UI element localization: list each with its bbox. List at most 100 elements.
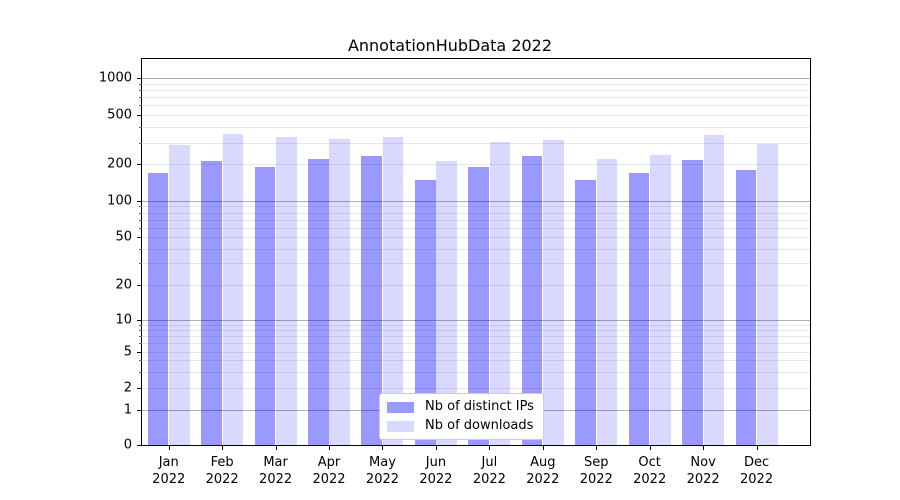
x-axis-tick — [596, 445, 598, 450]
y-axis-minor-tick — [139, 219, 142, 221]
y-axis-tick — [137, 320, 142, 321]
x-axis-tick — [222, 445, 224, 450]
minor-gridline — [142, 206, 810, 208]
bar-distinct-ips — [254, 167, 276, 445]
x-axis-tick — [382, 445, 384, 450]
y-axis-tick — [137, 445, 142, 446]
month-label: Oct — [638, 455, 661, 470]
month-label: Jul — [481, 455, 498, 470]
y-axis-minor-tick — [139, 263, 142, 265]
y-axis-tick — [137, 351, 142, 353]
month-label: Dec — [743, 455, 770, 470]
minor-gridline — [142, 105, 810, 107]
x-axis-tick — [329, 445, 331, 450]
minor-gridline — [142, 336, 810, 338]
minor-gridline — [142, 219, 810, 221]
month-label: May — [369, 455, 396, 470]
minor-gridline — [142, 236, 810, 238]
bar-downloads — [543, 140, 564, 445]
y-axis-minor-tick — [139, 90, 142, 92]
x-axis-tick-label: Apr 2022 — [312, 454, 345, 488]
bar-distinct-ips — [308, 158, 329, 445]
minor-gridline — [142, 90, 810, 92]
y-axis-tick-label: 10 — [115, 312, 132, 328]
y-axis-tick — [137, 201, 142, 202]
bar-distinct-ips — [521, 156, 543, 445]
minor-gridline — [142, 115, 810, 116]
x-axis-tick-label: Nov 2022 — [687, 454, 720, 488]
y-axis-tick-label: 2 — [123, 380, 132, 396]
y-axis-minor-tick — [139, 336, 142, 338]
y-axis-tick-label: 1000 — [98, 70, 132, 86]
year-label: 2022 — [526, 472, 560, 487]
year-label: 2022 — [312, 472, 346, 487]
minor-gridline — [142, 351, 810, 353]
year-label: 2022 — [633, 472, 667, 487]
y-axis-tick-label: 5 — [123, 344, 132, 359]
y-axis-minor-tick — [139, 127, 142, 129]
bar-downloads — [169, 145, 190, 445]
y-axis-tick-label: 50 — [115, 229, 132, 245]
month-label: Sep — [583, 455, 609, 470]
bar-downloads — [596, 158, 618, 445]
y-axis-tick — [137, 78, 142, 80]
x-axis-tick-label: May 2022 — [366, 454, 399, 488]
x-axis-tick — [703, 445, 705, 450]
bar-downloads — [756, 143, 778, 445]
legend-label: Nb of distinct IPs — [425, 399, 534, 414]
minor-gridline — [142, 227, 810, 229]
month-label: Nov — [690, 455, 716, 470]
y-axis-minor-tick — [139, 105, 142, 107]
y-axis-tick-label: 0 — [123, 437, 132, 453]
x-axis-tick-label: Feb 2022 — [206, 454, 239, 488]
distinct-ips-swatch — [387, 401, 414, 413]
month-label: Jun — [425, 455, 447, 470]
x-axis-tick — [542, 445, 544, 450]
legend-row: Nb of downloads — [387, 419, 534, 433]
month-label: Feb — [210, 455, 234, 470]
year-label: 2022 — [472, 472, 506, 487]
bar-distinct-ips — [361, 155, 383, 445]
bar-distinct-ips — [414, 179, 436, 445]
y-axis-minor-tick — [139, 324, 142, 326]
year-label: 2022 — [686, 472, 720, 487]
bar-distinct-ips — [575, 180, 596, 445]
x-axis-tick-label: Oct 2022 — [633, 454, 666, 488]
year-label: 2022 — [579, 472, 613, 487]
minor-gridline — [142, 371, 810, 373]
x-axis-tick — [756, 445, 758, 450]
x-axis-tick-label: Jun 2022 — [419, 454, 452, 488]
y-axis-tick-label: 100 — [107, 193, 132, 209]
minor-gridline — [142, 127, 810, 129]
x-axis-tick-label: Jan 2022 — [152, 454, 185, 488]
x-axis-tick-label: Sep 2022 — [580, 454, 613, 488]
bar-downloads — [703, 135, 725, 445]
major-gridline — [142, 201, 810, 202]
y-axis-tick — [137, 115, 142, 116]
x-axis-tick — [168, 445, 170, 450]
bar-downloads — [382, 136, 404, 445]
y-axis-minor-tick — [139, 371, 142, 373]
month-label: Aug — [530, 455, 556, 470]
bar-downloads — [650, 155, 671, 445]
bar-distinct-ips — [735, 170, 757, 445]
legend-row: Nb of distinct IPs — [387, 400, 534, 414]
y-axis-tick-label: 1 — [123, 402, 132, 418]
y-axis-minor-tick — [139, 248, 142, 250]
y-axis-minor-tick — [139, 330, 142, 332]
year-label: 2022 — [259, 472, 293, 487]
month-label: Mar — [263, 455, 288, 470]
minor-gridline — [142, 263, 810, 265]
x-axis-tick-label: Aug 2022 — [526, 454, 559, 488]
bar-distinct-ips — [628, 173, 650, 445]
x-axis-tick — [489, 445, 491, 450]
y-axis-minor-tick — [139, 206, 142, 208]
minor-gridline — [142, 97, 810, 99]
minor-gridline — [142, 324, 810, 326]
month-label: Apr — [317, 455, 341, 470]
year-label: 2022 — [419, 472, 453, 487]
legend: Nb of distinct IPs Nb of downloads — [379, 393, 544, 440]
bar-distinct-ips — [147, 173, 169, 445]
minor-gridline — [142, 284, 810, 286]
